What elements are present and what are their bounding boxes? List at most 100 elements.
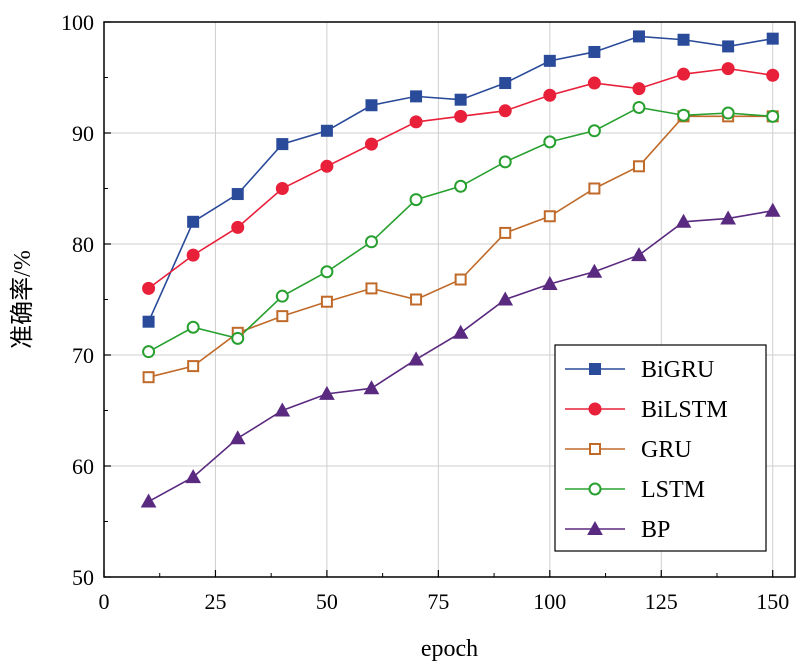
data-point-bp	[408, 351, 424, 366]
data-point-bp	[541, 275, 558, 290]
data-point-gru	[320, 295, 333, 308]
data-point-bp	[720, 210, 736, 225]
data-point-bigru	[320, 124, 333, 137]
y-tick-label: 90	[72, 121, 94, 146]
data-point-lstm	[231, 331, 245, 345]
tick-labels: 0 25 50 75 100 125 150 50 60 70 80 90 100	[61, 10, 789, 614]
data-point-bigru	[543, 54, 556, 67]
legend-marker-bigru	[589, 363, 601, 375]
data-point-bp	[452, 324, 469, 339]
legend-marker-bp	[587, 520, 603, 535]
data-point-lstm	[409, 193, 423, 207]
data-point-gru	[588, 182, 601, 195]
data-point-bp	[229, 430, 246, 445]
x-tick-label: 125	[645, 589, 678, 614]
y-tick-label: 70	[72, 343, 94, 368]
data-point-bilstm	[587, 76, 601, 90]
data-point-lstm	[632, 100, 646, 114]
data-point-lstm	[320, 265, 334, 279]
data-point-bigru	[231, 188, 244, 201]
data-point-lstm	[677, 108, 691, 122]
data-point-bigru	[499, 77, 512, 90]
data-point-lstm	[498, 155, 512, 169]
data-point-bp	[586, 263, 603, 278]
legend: BiGRU BiLSTM GRU LSTM BP	[554, 344, 767, 552]
x-tick-label: 25	[204, 589, 226, 614]
x-tick-label: 100	[533, 589, 566, 614]
data-point-bigru	[588, 45, 601, 58]
series-markers	[140, 30, 781, 508]
data-point-bilstm	[275, 182, 289, 195]
data-point-bp	[497, 291, 514, 306]
data-point-lstm	[275, 289, 289, 303]
data-point-gru	[499, 226, 512, 239]
data-point-lstm	[766, 109, 780, 123]
data-point-bilstm	[766, 68, 780, 82]
data-point-bp	[140, 493, 157, 508]
data-point-bilstm	[231, 220, 245, 234]
data-point-bilstm	[632, 82, 646, 96]
legend-marker-gru	[589, 443, 601, 455]
data-point-bigru	[276, 138, 289, 151]
y-tick-label: 50	[72, 565, 94, 590]
data-point-bigru	[722, 40, 735, 53]
x-tick-label: 50	[316, 589, 338, 614]
data-point-bilstm	[364, 137, 378, 151]
legend-label-gru: GRU	[641, 437, 692, 463]
data-point-lstm	[364, 235, 378, 249]
data-point-bilstm	[186, 248, 200, 262]
data-point-bp	[185, 469, 202, 484]
y-tick-label: 80	[72, 232, 94, 257]
data-point-bp	[319, 385, 335, 400]
y-tick-label: 60	[72, 454, 94, 479]
data-point-bp	[631, 247, 647, 262]
legend-label-bigru: BiGRU	[641, 357, 714, 383]
axis-ticks	[103, 21, 774, 578]
data-point-bp	[675, 213, 692, 228]
data-point-lstm	[587, 124, 601, 138]
data-point-bigru	[766, 32, 779, 45]
data-point-bigru	[410, 90, 423, 103]
x-tick-label: 75	[427, 589, 449, 614]
legend-label-lstm: LSTM	[641, 477, 705, 503]
data-point-gru	[187, 360, 200, 373]
data-point-lstm	[721, 106, 735, 120]
y-tick-label: 100	[61, 10, 94, 35]
data-point-lstm	[186, 320, 200, 334]
data-point-bigru	[632, 30, 645, 43]
legend-label-bilstm: BiLSTM	[641, 397, 728, 423]
data-point-bigru	[142, 315, 155, 328]
data-point-lstm	[142, 345, 156, 359]
data-point-bigru	[365, 99, 378, 112]
data-point-bilstm	[677, 67, 691, 81]
data-point-gru	[454, 273, 467, 286]
legend-label-bp: BP	[641, 517, 670, 543]
data-point-gru	[365, 282, 378, 295]
data-point-gru	[632, 160, 645, 173]
y-axis-title: 准确率/%	[9, 250, 36, 349]
data-point-bilstm	[543, 88, 557, 102]
data-point-bilstm	[498, 104, 512, 118]
x-axis-title: epoch	[421, 636, 478, 662]
x-tick-label: 150	[756, 589, 789, 614]
legend-marker-lstm	[588, 482, 602, 496]
legend-marker-bilstm	[588, 402, 602, 416]
data-point-gru	[142, 371, 155, 384]
data-point-bigru	[677, 33, 690, 46]
data-point-bigru	[187, 215, 200, 228]
data-point-bigru	[454, 93, 467, 106]
data-point-bp	[363, 380, 380, 395]
data-point-bp	[274, 402, 291, 417]
data-point-bilstm	[454, 109, 468, 123]
data-point-bp	[764, 202, 781, 217]
data-point-bilstm	[320, 159, 334, 173]
x-tick-label: 0	[99, 589, 110, 614]
data-point-gru	[543, 210, 556, 223]
data-point-lstm	[454, 179, 468, 193]
data-point-gru	[410, 293, 423, 306]
data-point-bilstm	[409, 115, 423, 129]
data-point-lstm	[543, 135, 557, 149]
data-point-gru	[276, 310, 289, 323]
data-point-bilstm	[721, 62, 735, 76]
